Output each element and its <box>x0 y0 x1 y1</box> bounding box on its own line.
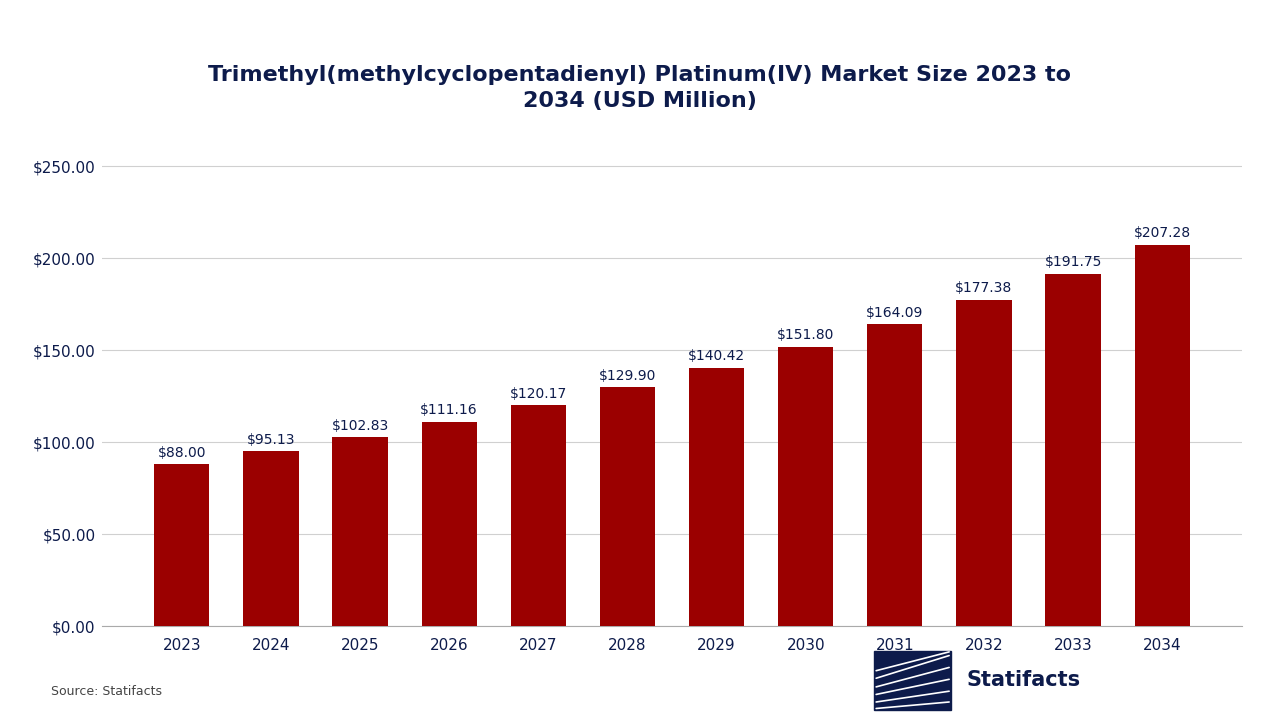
Text: $88.00: $88.00 <box>157 446 206 460</box>
Text: $140.42: $140.42 <box>689 349 745 364</box>
Bar <box>600 387 655 626</box>
Bar <box>243 451 298 626</box>
Bar <box>154 464 210 626</box>
Bar <box>689 368 744 626</box>
Text: $111.16: $111.16 <box>420 403 477 418</box>
Text: Statifacts: Statifacts <box>966 670 1080 690</box>
Bar <box>1046 274 1101 626</box>
Text: $95.13: $95.13 <box>247 433 296 447</box>
Text: $129.90: $129.90 <box>599 369 657 383</box>
Text: $120.17: $120.17 <box>509 387 567 401</box>
Text: $164.09: $164.09 <box>867 306 923 320</box>
Bar <box>956 300 1011 626</box>
Text: $102.83: $102.83 <box>332 418 389 433</box>
Bar <box>333 437 388 626</box>
Text: $207.28: $207.28 <box>1134 226 1190 240</box>
Bar <box>874 651 951 710</box>
Bar <box>1134 245 1190 626</box>
Text: Trimethyl(methylcyclopentadienyl) Platinum(IV) Market Size 2023 to
2034 (USD Mil: Trimethyl(methylcyclopentadienyl) Platin… <box>209 65 1071 111</box>
Text: Source: Statifacts: Source: Statifacts <box>51 685 163 698</box>
Bar <box>421 422 477 626</box>
Bar <box>511 405 566 626</box>
Text: $151.80: $151.80 <box>777 328 835 343</box>
Bar <box>778 347 833 626</box>
Text: $177.38: $177.38 <box>955 282 1012 295</box>
Text: $191.75: $191.75 <box>1044 255 1102 269</box>
Bar <box>867 325 923 626</box>
